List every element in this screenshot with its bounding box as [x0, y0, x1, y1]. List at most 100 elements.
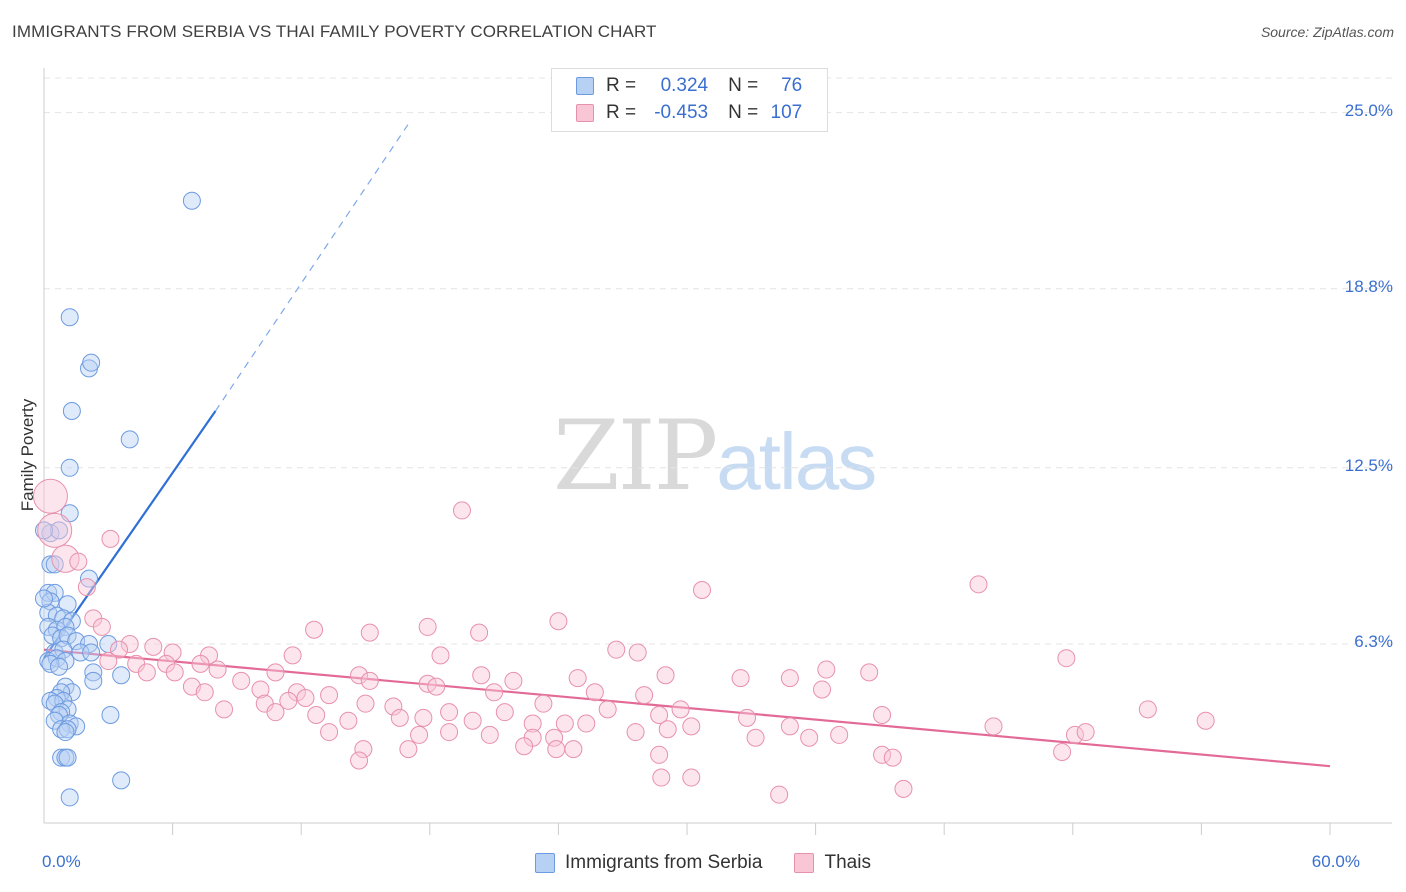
thais-point — [555, 714, 574, 733]
serbia-point — [112, 771, 131, 790]
serbia-point — [71, 643, 90, 662]
thais-point — [279, 691, 298, 710]
y-tick-label: 18.8% — [1344, 276, 1393, 296]
thais-point — [1196, 711, 1215, 730]
thais-point — [731, 669, 750, 688]
thais-point — [746, 728, 765, 747]
thais-point — [232, 671, 251, 690]
thais-point — [296, 688, 315, 707]
thais-point — [410, 725, 429, 744]
trend-line-serbia — [43, 410, 217, 659]
thais-point — [1053, 742, 1072, 761]
thais-point — [598, 700, 617, 719]
thais-point — [339, 711, 358, 730]
thais-point — [682, 768, 701, 787]
thais-point — [427, 677, 446, 696]
thais-point — [195, 683, 214, 702]
thais-point — [350, 751, 369, 770]
series-serbia-points — [35, 191, 201, 807]
thais-point — [515, 737, 534, 756]
thais-point — [656, 666, 675, 685]
serbia-point — [101, 706, 120, 725]
thais-point — [414, 708, 433, 727]
thais-point — [37, 512, 73, 548]
thais-point — [120, 634, 139, 653]
thais-point — [682, 717, 701, 736]
thais-point — [650, 745, 669, 764]
series-legend-label-serbia: Immigrants from Serbia — [565, 852, 763, 873]
thais-point — [208, 660, 227, 679]
thais-point — [883, 748, 902, 767]
thais-point — [873, 706, 892, 725]
thais-point — [92, 617, 111, 636]
thais-point — [585, 683, 604, 702]
thais-point — [813, 680, 832, 699]
thais-point — [577, 714, 596, 733]
y-tick-label: 6.3% — [1354, 631, 1393, 651]
thais-point — [283, 646, 302, 665]
serbia-point — [60, 788, 79, 807]
serbia-point — [45, 555, 64, 574]
thais-point — [266, 663, 285, 682]
thais-point — [780, 717, 799, 736]
thais-point — [1138, 700, 1157, 719]
thais-point — [32, 478, 68, 514]
thais-point — [817, 660, 836, 679]
series-legend-item-thais[interactable]: Thais — [794, 852, 871, 874]
thais-point — [800, 728, 819, 747]
legend-row-thais: R = -0.453 N = 107 — [576, 100, 802, 126]
watermark-atlas: atlas — [716, 417, 877, 506]
thais-point — [894, 779, 913, 798]
thais-point — [99, 652, 118, 671]
watermark: ZIPatlas — [553, 400, 877, 512]
serbia-point — [45, 583, 64, 602]
thais-point — [165, 663, 184, 682]
thais-point — [356, 694, 375, 713]
thais-point — [77, 578, 96, 597]
thais-point — [652, 768, 671, 787]
serbia-point — [120, 430, 139, 449]
thais-point — [495, 703, 514, 722]
legend-swatch-thais — [576, 104, 594, 122]
thais-point — [305, 620, 324, 639]
thais-point — [101, 529, 120, 548]
thais-point — [534, 694, 553, 713]
legend-r-value-thais: -0.453 — [654, 102, 709, 123]
series-legend-item-serbia[interactable]: Immigrants from Serbia — [535, 852, 762, 874]
legend-swatch-serbia — [576, 77, 594, 95]
thais-point — [480, 725, 499, 744]
thais-point — [354, 740, 373, 759]
thais-point — [350, 666, 369, 685]
serbia-point — [84, 671, 103, 690]
serbia-point — [58, 720, 77, 739]
thais-point — [399, 740, 418, 759]
serbia-point — [52, 748, 71, 767]
thais-point — [545, 728, 564, 747]
thais-point — [360, 671, 379, 690]
serbia-point — [60, 458, 79, 477]
thais-point — [418, 617, 437, 636]
x-tick-label-min: 0.0% — [42, 852, 81, 871]
thais-point — [549, 612, 568, 631]
thais-point — [191, 654, 210, 673]
legend-n-label: N = — [728, 102, 759, 123]
series-legend: Immigrants from Serbia Thais — [0, 852, 1406, 874]
series-legend-label-thais: Thais — [824, 852, 871, 873]
thais-point — [251, 680, 270, 699]
watermark-zip: ZIP — [553, 400, 718, 512]
thais-point — [463, 711, 482, 730]
thais-point — [873, 745, 892, 764]
thais-point — [504, 671, 523, 690]
serbia-point — [50, 657, 69, 676]
thais-point — [738, 708, 757, 727]
thais-point — [110, 640, 129, 659]
legend-r-value-serbia: 0.324 — [660, 75, 709, 96]
serbia-point — [56, 723, 75, 742]
x-tick-label-max: 60.0% — [1311, 852, 1360, 871]
serbia-point — [82, 353, 101, 372]
serbia-point — [50, 521, 69, 540]
serbia-point — [182, 191, 201, 210]
thais-point — [440, 703, 459, 722]
thais-point — [693, 580, 712, 599]
